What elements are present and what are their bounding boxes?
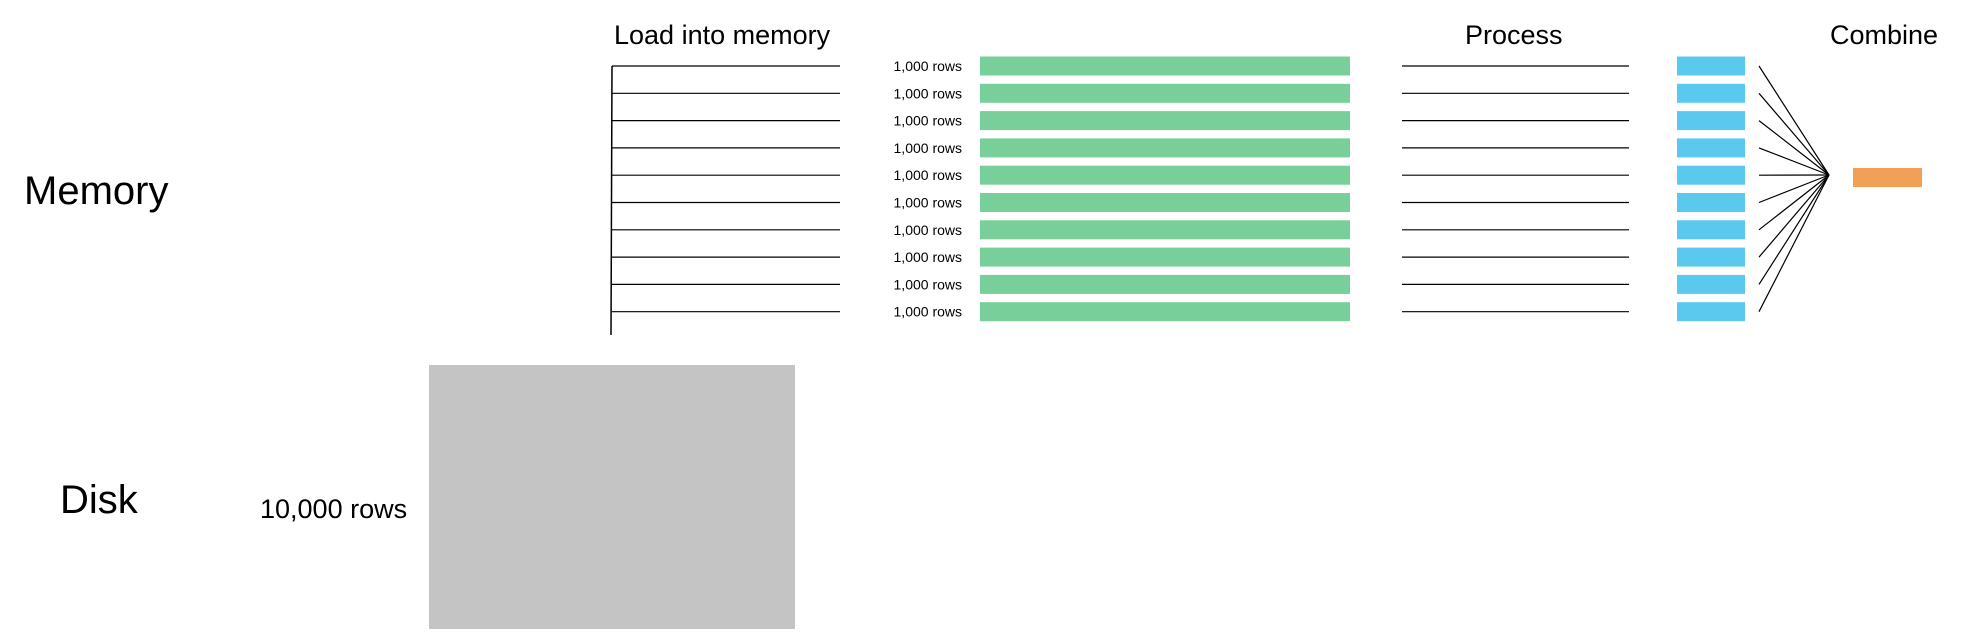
processed-chunk-bar — [1677, 56, 1745, 76]
combine-fan-lines — [1758, 65, 1830, 312]
memory-chunk-bar — [980, 274, 1350, 294]
chunk-rows-label: 1,000 rows — [894, 58, 962, 74]
processed-chunk-bar — [1677, 274, 1745, 294]
memory-chunk-bar — [980, 111, 1350, 131]
combine-line — [1758, 120, 1830, 176]
memory-chunk-bar — [980, 83, 1350, 103]
memory-chunk-bar — [980, 220, 1350, 240]
processed-chunk-bar — [1677, 247, 1745, 267]
memory-chunk-bar — [980, 302, 1350, 322]
combine-line — [1758, 65, 1830, 176]
processed-chunk-bar — [1677, 83, 1745, 103]
disk-label: Disk — [60, 478, 139, 522]
processed-chunk-bar — [1677, 193, 1745, 212]
memory-chunk-bar — [980, 56, 1350, 76]
combine-line — [1758, 174, 1830, 231]
combine-line — [1758, 92, 1830, 176]
disk-rows-label: 10,000 rows — [260, 494, 407, 524]
chunk-rows-label: 1,000 rows — [894, 276, 962, 292]
chunk-rows-label: 1,000 rows — [894, 195, 962, 211]
chunk-rows-label: 1,000 rows — [894, 167, 962, 183]
memory-chunk-bar — [980, 138, 1350, 158]
combine-line — [1758, 174, 1830, 285]
combine-line — [1758, 174, 1830, 258]
chunk-rows-label: 1,000 rows — [894, 113, 962, 129]
chunk-rows-label: 1,000 rows — [894, 85, 962, 101]
processed-chunk-bar — [1677, 165, 1745, 185]
combine-line — [1758, 147, 1830, 176]
memory-label: Memory — [24, 169, 168, 213]
processed-chunk-bar — [1677, 138, 1745, 158]
combine-line — [1758, 174, 1830, 204]
chunk-rows-label: 1,000 rows — [894, 222, 962, 238]
processed-chunk-bar — [1677, 220, 1745, 240]
combine-line — [1758, 174, 1830, 312]
chunk-rows-label: 1,000 rows — [894, 304, 962, 320]
chunk-rows: 1,000 rows 1,000 rows 1,000 rows 1,000 rows… — [612, 56, 1745, 322]
process-header: Process — [1465, 20, 1563, 50]
memory-chunk-bar — [980, 193, 1350, 212]
combine-header: Combine — [1830, 20, 1938, 50]
load-trunk-line — [610, 65, 613, 336]
processed-chunk-bar — [1677, 111, 1745, 131]
combined-result-block — [1853, 168, 1922, 187]
chunk-rows-label: 1,000 rows — [894, 249, 962, 265]
processed-chunk-bar — [1677, 302, 1745, 322]
memory-chunk-bar — [980, 165, 1350, 185]
disk-data-block — [429, 365, 795, 629]
chunk-rows-label: 1,000 rows — [894, 140, 962, 156]
load-into-memory-header: Load into memory — [614, 20, 831, 50]
memory-chunk-bar — [980, 247, 1350, 267]
